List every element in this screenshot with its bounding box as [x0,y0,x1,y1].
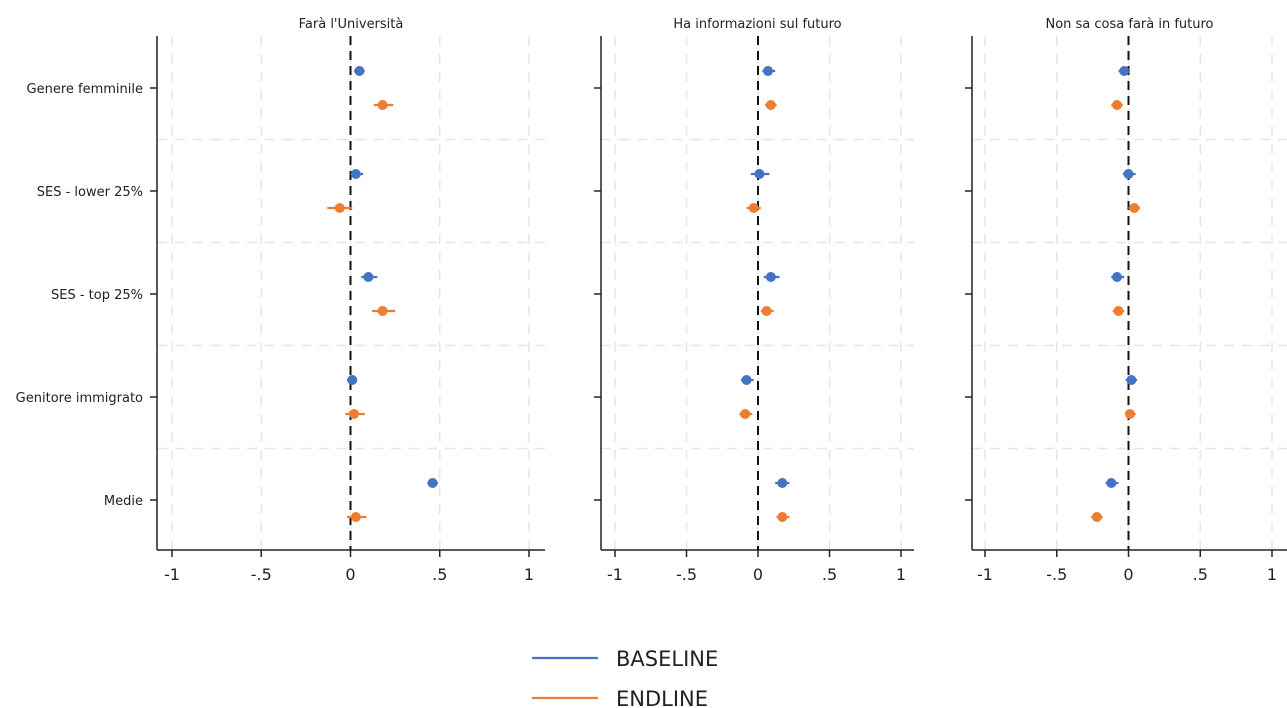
baseline-point [363,272,374,282]
baseline-point [1112,272,1123,282]
baseline-point [354,66,365,76]
baseline-point [1119,66,1130,76]
endline-point [334,203,345,213]
endline-point [740,409,751,419]
category-label: Genere femminile [27,82,143,97]
panel-3: -1 -.5 0 .5 1 Non sa cosa farà in futuro [965,17,1287,584]
legend-label-endline: ENDLINE [616,687,708,708]
x-tick-label: -1 [977,565,993,584]
endline-point [761,306,772,316]
endline-point [350,512,361,522]
panels-layer: -1 -.5 0 .5 1 Genere femminile SES - lower 25%… [16,17,1287,584]
baseline-point [777,478,788,488]
endline-point [349,409,360,419]
baseline-point [350,169,361,179]
endline-point [748,203,759,213]
baseline-point [427,478,438,488]
category-label: SES - lower 25% [37,185,143,200]
category-label: Genitore immigrato [16,391,143,406]
category-label: SES - top 25% [51,288,143,303]
x-tick-label: 0 [1123,565,1133,584]
endline-point [377,306,388,316]
baseline-point [1123,169,1134,179]
x-tick-label: 1 [524,565,534,584]
panel-title: Ha informazioni sul futuro [673,17,841,32]
x-tick-label: -1 [607,565,623,584]
endline-point [1113,306,1124,316]
baseline-point [765,272,776,282]
endline-point [377,100,388,110]
category-label: Medie [104,494,143,509]
panel-2: -1 -.5 0 .5 1 Ha informazioni sul futuro [594,17,914,584]
x-tick-label: 1 [896,565,906,584]
endline-point [1091,512,1102,522]
baseline-point [741,375,752,385]
x-tick-label: -1 [164,565,180,584]
x-tick-label: 0 [753,565,763,584]
panel-1: -1 -.5 0 .5 1 Genere femminile SES - lower 25%… [16,17,545,584]
endline-point [1124,409,1135,419]
x-tick-label: -.5 [1046,565,1067,584]
baseline-point [1106,478,1117,488]
legend-label-baseline: BASELINE [616,647,718,671]
x-tick-label: -.5 [251,565,272,584]
baseline-point [347,375,358,385]
x-tick-label: .5 [1193,565,1208,584]
x-tick-label: 1 [1267,565,1277,584]
baseline-point [754,169,765,179]
endline-point [777,512,788,522]
x-tick-label: .5 [432,565,447,584]
endline-point [1112,100,1123,110]
panel-title: Non sa cosa farà in futuro [1045,17,1213,32]
x-tick-label: 0 [345,565,355,584]
x-tick-label: -.5 [676,565,697,584]
endline-point [765,100,776,110]
legend: BASELINE ENDLINE [532,647,718,708]
baseline-point [763,66,774,76]
baseline-point [1126,375,1137,385]
endline-point [1129,203,1140,213]
x-tick-label: .5 [822,565,837,584]
panel-title: Farà l'Università [299,17,404,32]
